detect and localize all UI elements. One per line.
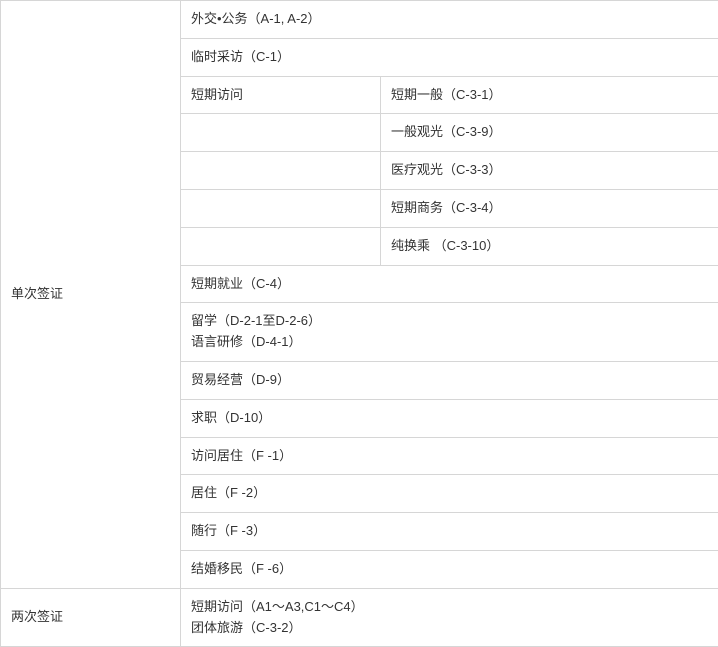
visa-item: 短期访问（A1～A3,C1～C4） 团体旅游（C-3-2） — [181, 588, 718, 647]
visa-item: 临时采访（C-1） — [181, 38, 718, 76]
visa-item: 纯换乘 （C-3-10） — [381, 227, 718, 265]
visa-item: 外交•公务（A-1, A-2） — [181, 1, 718, 39]
visa-item: 短期就业（C-4） — [181, 265, 718, 303]
visa-item-line2: 团体旅游（C-3-2） — [191, 620, 302, 635]
visa-item: 短期一般（C-3-1） — [381, 76, 718, 114]
visa-item: 居住（F -2） — [181, 475, 718, 513]
table-row: 两次签证 短期访问（A1～A3,C1～C4） 团体旅游（C-3-2） — [1, 588, 718, 647]
visa-item: 留学（D-2-1至D-2-6） 语言研修（D-4-1） — [181, 303, 718, 362]
visa-item-line1: 留学（D-2-1至D-2-6） — [191, 313, 321, 328]
visa-subcategory-empty — [181, 189, 381, 227]
visa-item: 随行（F -3） — [181, 513, 718, 551]
visa-item-line1: 短期访问（A1～A3,C1～C4） — [191, 599, 364, 614]
visa-subcategory-empty — [181, 152, 381, 190]
visa-item: 访问居住（F -1） — [181, 437, 718, 475]
visa-item: 贸易经营（D-9） — [181, 361, 718, 399]
visa-subcategory: 短期访问 — [181, 76, 381, 114]
visa-type-table: 单次签证 外交•公务（A-1, A-2） 临时采访（C-1） 短期访问 短期一般… — [0, 0, 718, 647]
single-visa-category: 单次签证 — [1, 1, 181, 589]
visa-subcategory-empty — [181, 227, 381, 265]
visa-item: 求职（D-10） — [181, 399, 718, 437]
table-row: 单次签证 外交•公务（A-1, A-2） — [1, 1, 718, 39]
visa-item: 医疗观光（C-3-3） — [381, 152, 718, 190]
double-visa-category: 两次签证 — [1, 588, 181, 647]
visa-item: 短期商务（C-3-4） — [381, 189, 718, 227]
visa-subcategory-empty — [181, 114, 381, 152]
visa-item-line2: 语言研修（D-4-1） — [191, 334, 302, 349]
visa-item: 结婚移民（F -6） — [181, 550, 718, 588]
visa-item: 一般观光（C-3-9） — [381, 114, 718, 152]
